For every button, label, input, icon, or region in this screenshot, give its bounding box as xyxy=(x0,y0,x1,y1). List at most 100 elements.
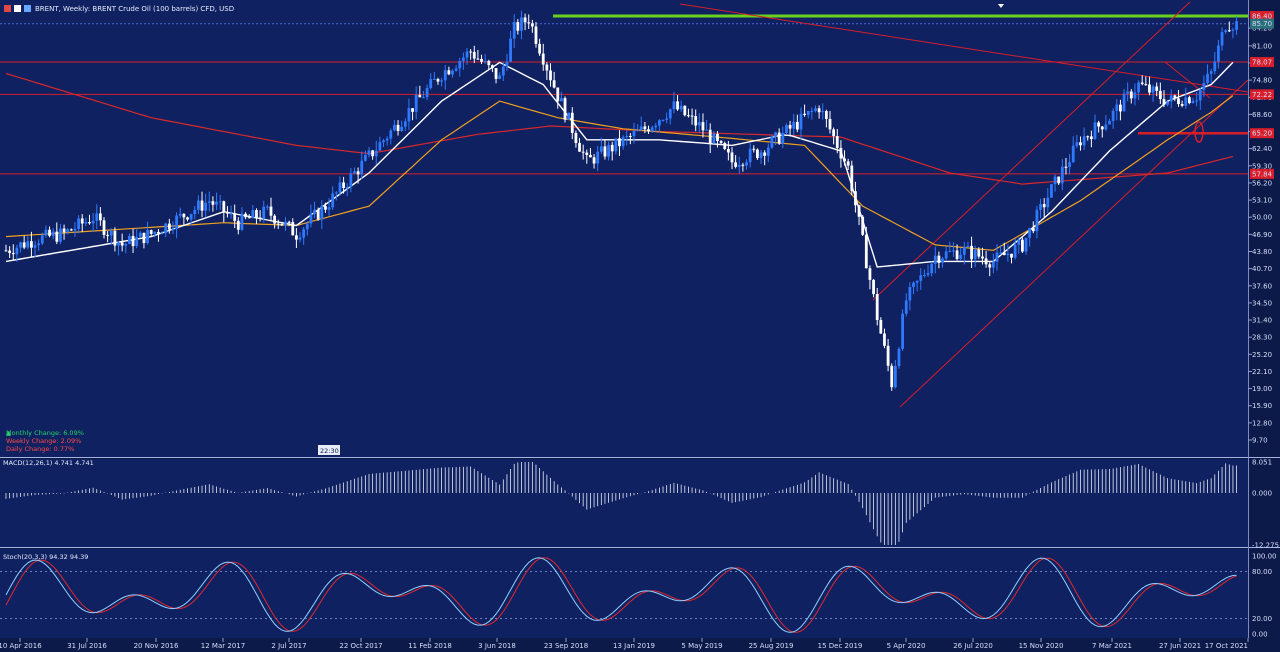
candle-body xyxy=(1028,228,1032,238)
candle-body xyxy=(298,237,302,240)
candle-body xyxy=(215,201,218,205)
candle-body xyxy=(1184,97,1188,106)
x-tick-label: 11 Feb 2018 xyxy=(408,642,452,650)
candle-body xyxy=(730,152,734,163)
candle-body xyxy=(1068,162,1071,168)
candle-body xyxy=(236,220,240,230)
candle-body xyxy=(109,230,113,236)
candle-body xyxy=(1111,110,1115,121)
candle-body xyxy=(832,129,836,137)
channel-lower-line[interactable] xyxy=(899,79,1249,408)
candle-body xyxy=(505,61,509,67)
candle-body xyxy=(959,254,963,260)
candle-body xyxy=(1235,21,1238,30)
candle-body xyxy=(716,133,719,141)
candle-body xyxy=(1144,84,1148,86)
x-tick-label: 31 Jul 2016 xyxy=(67,642,107,650)
candle-body xyxy=(276,223,280,225)
candle-body xyxy=(1148,84,1151,93)
candle-body xyxy=(98,213,102,221)
time-axis xyxy=(0,638,1248,652)
long-downtrend-line[interactable] xyxy=(679,3,1249,93)
sma-slow-line[interactable] xyxy=(5,72,1234,185)
candle-body xyxy=(138,232,142,237)
timeframe-icon[interactable] xyxy=(24,5,31,12)
candle-body xyxy=(113,230,117,246)
candle-body xyxy=(59,228,62,242)
candle-body xyxy=(498,75,502,79)
candle-body xyxy=(705,129,708,131)
candle-body xyxy=(149,230,153,234)
candle-body xyxy=(756,149,759,159)
stoch-k-line[interactable] xyxy=(5,557,1237,633)
candle-body xyxy=(668,109,672,119)
candle-body xyxy=(886,345,890,366)
candle-body xyxy=(1173,95,1177,99)
support-zone-label-bg xyxy=(1250,128,1274,139)
chart-menu-icon[interactable] xyxy=(4,5,11,12)
candle-body xyxy=(512,22,516,39)
candle-body xyxy=(487,60,491,66)
highlight-circle[interactable] xyxy=(1194,121,1204,143)
candle-body xyxy=(33,245,37,248)
candle-body xyxy=(324,206,327,210)
candle-body xyxy=(828,118,832,130)
stoch-label: Stoch(20,3,3) 94.32 94.39 xyxy=(3,553,88,561)
candle-body xyxy=(80,218,84,224)
candle-body xyxy=(393,124,396,131)
candle-body xyxy=(534,26,538,44)
candle-body xyxy=(607,144,610,157)
stoch-d-line[interactable] xyxy=(5,557,1237,633)
candle-body xyxy=(1122,93,1126,112)
current-price-label: 85.70 xyxy=(1252,20,1272,28)
candle-body xyxy=(1217,45,1220,62)
candle-body xyxy=(585,152,589,155)
x-tick-label: 26 Jul 2020 xyxy=(953,642,993,650)
symbol-icon[interactable] xyxy=(14,5,21,12)
candle-body xyxy=(95,213,99,221)
y-tick-label: 46.90 xyxy=(1252,231,1272,239)
candle-body xyxy=(229,213,233,215)
candle-body xyxy=(164,223,168,234)
candle-body xyxy=(1006,253,1010,256)
support-label-bg xyxy=(1250,168,1274,179)
candle-body xyxy=(255,210,258,218)
channel-upper-line[interactable] xyxy=(872,1,1191,301)
x-tick-label: 23 Sep 2018 xyxy=(544,642,588,650)
candle-body xyxy=(901,313,905,349)
candle-body xyxy=(824,111,828,119)
candle-body xyxy=(69,229,73,231)
candle-body xyxy=(360,160,364,175)
x-tick-label: 15 Dec 2019 xyxy=(818,642,863,650)
candle-body xyxy=(694,116,698,126)
candle-body xyxy=(436,78,440,82)
candle-body xyxy=(186,217,189,220)
y-tick-label: 19.00 xyxy=(1252,385,1272,393)
candle-body xyxy=(494,68,498,79)
pattern-line[interactable] xyxy=(1164,61,1211,99)
candle-body xyxy=(342,182,345,188)
candle-body xyxy=(454,68,458,71)
candle-body xyxy=(933,255,937,264)
candle-body xyxy=(999,252,1003,254)
candle-body xyxy=(1209,71,1213,74)
candle-body xyxy=(636,130,640,132)
candle-body xyxy=(480,58,483,62)
candle-body xyxy=(458,61,462,69)
resistance-2-label: 72.22 xyxy=(1252,91,1272,99)
macd-y-tick-label: 0.000 xyxy=(1252,490,1272,498)
candle-body xyxy=(545,64,549,71)
candle-body xyxy=(737,164,741,167)
candle-body xyxy=(549,70,552,81)
candle-body xyxy=(712,133,716,144)
candle-body xyxy=(501,66,505,76)
candle-body xyxy=(142,232,146,244)
candle-body xyxy=(472,51,476,59)
scroll-marker-icon[interactable] xyxy=(998,4,1004,8)
candle-body xyxy=(1017,239,1021,245)
candle-body xyxy=(650,127,654,132)
candle-body xyxy=(770,136,774,148)
candle-body xyxy=(672,101,676,110)
